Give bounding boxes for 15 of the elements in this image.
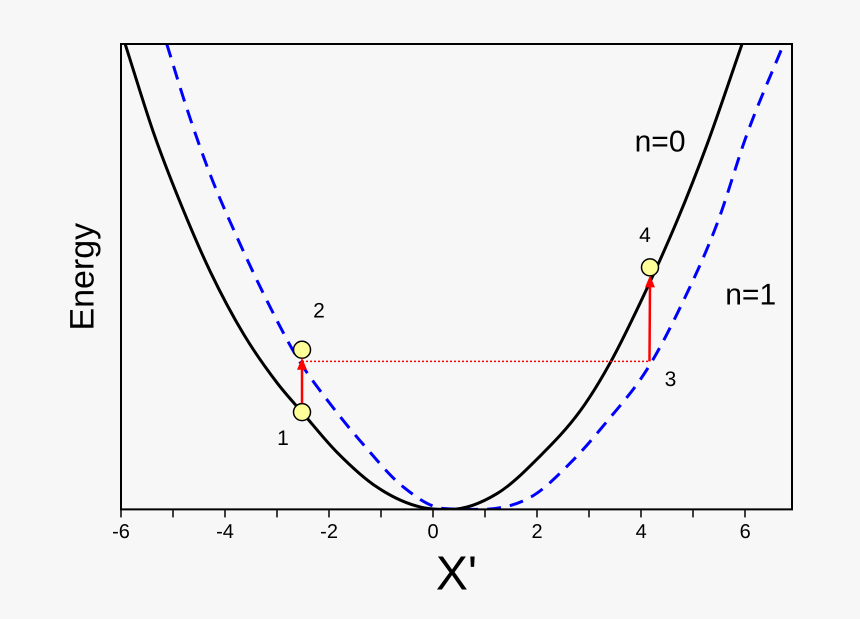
- x-tick-label: 4: [636, 520, 647, 543]
- x-tick-label: 0: [428, 520, 439, 543]
- y-axis-title: Energy: [63, 222, 102, 331]
- x-tick-label: 6: [740, 520, 751, 543]
- annotation: 4: [639, 224, 652, 248]
- x-tick-label: -2: [320, 520, 338, 543]
- x-tick-label: -6: [112, 520, 130, 543]
- annotation: 2: [313, 300, 325, 323]
- series-label: n=1: [725, 278, 776, 312]
- x-tick-label: 2: [532, 520, 543, 543]
- annotation: 3: [664, 368, 676, 392]
- x-tick-label: -4: [216, 520, 234, 543]
- annotation: 1: [277, 426, 289, 450]
- x-axis-title: X': [436, 547, 478, 600]
- series-label: n=0: [634, 125, 686, 158]
